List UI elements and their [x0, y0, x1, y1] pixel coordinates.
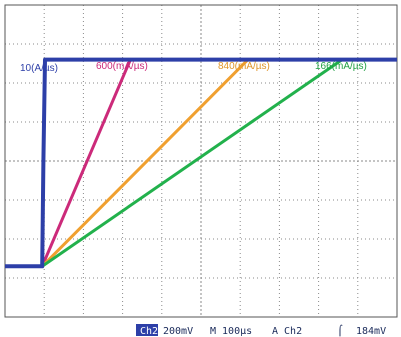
trigger-level: 184mV — [356, 326, 386, 337]
trigger-source: A Ch2 — [272, 326, 302, 337]
volts-per-div: 200mV — [163, 326, 193, 337]
trace-label-840ma: 840(mA/µs) — [218, 61, 270, 72]
time-per-div: M 100µs — [210, 326, 252, 337]
trace-label-600ma: 600(mA/µs) — [96, 61, 148, 72]
trace-label-166ma: 166(mA/µs) — [315, 61, 367, 72]
trace-label-10a: 10(A/µs) — [20, 63, 58, 74]
trigger-slope-icon: ⌠ — [337, 324, 343, 337]
channel-label: Ch2 — [140, 326, 158, 337]
